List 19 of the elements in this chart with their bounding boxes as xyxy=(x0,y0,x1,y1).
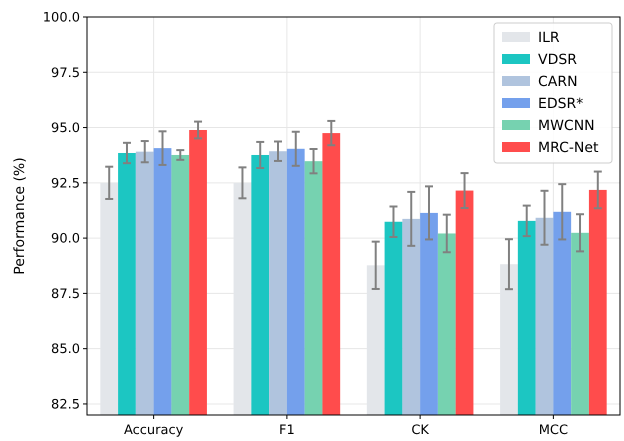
x-tick-label: MCC xyxy=(538,423,568,438)
x-tick-label: F1 xyxy=(279,423,295,438)
y-tick-label: 87.5 xyxy=(51,286,80,302)
y-tick-label: 100.0 xyxy=(42,10,80,26)
legend-label: VDSR xyxy=(538,52,578,68)
legend-label: ILR xyxy=(538,30,560,46)
y-tick-label: 82.5 xyxy=(51,397,80,412)
x-tick-label: CK xyxy=(411,423,430,438)
y-tick-label: 90.0 xyxy=(51,232,80,247)
y-tick-label: 85.0 xyxy=(51,342,80,358)
x-tick-label: Accuracy xyxy=(124,423,184,438)
y-tick-label: 95.0 xyxy=(51,121,80,136)
legend-label: CARN xyxy=(538,74,578,90)
legend-label: EDSR* xyxy=(538,96,584,112)
y-axis-title: Performance (%) xyxy=(12,157,28,275)
y-tick-label: 97.5 xyxy=(51,66,80,81)
y-tick-label: 92.5 xyxy=(51,176,80,192)
legend-label: MWCNN xyxy=(538,118,595,134)
legend-label: MRC-Net xyxy=(538,140,600,156)
